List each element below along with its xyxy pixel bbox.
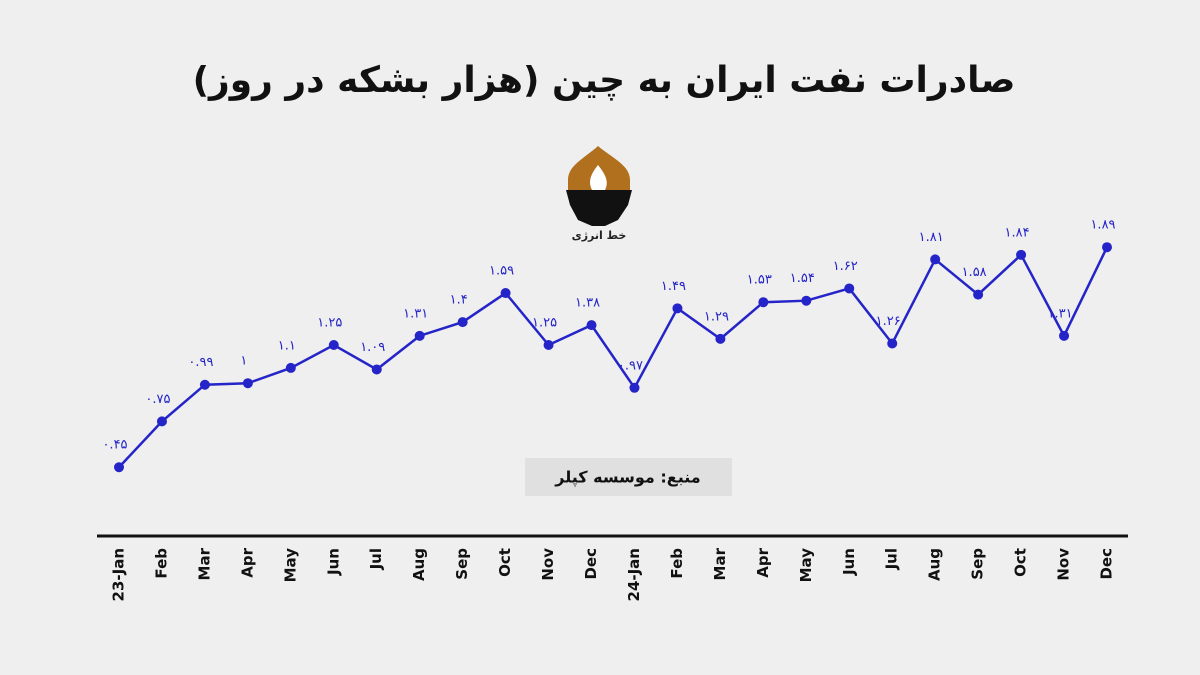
value-label: ۱.۳۱ — [1047, 306, 1072, 321]
value-label: ۱.۲۶ — [876, 314, 901, 329]
point — [586, 320, 597, 331]
value-label: ۱.۴ — [450, 293, 468, 308]
point — [371, 364, 382, 375]
value-label: ۱.۸۹ — [1090, 218, 1115, 233]
value-label: ۰.۹۹ — [188, 355, 213, 370]
point — [758, 297, 769, 308]
point — [457, 317, 468, 328]
value-label: ۱.۵۴ — [790, 271, 815, 286]
x-tick-label: Oct — [1012, 548, 1030, 577]
x-tick-label: Jul — [883, 548, 901, 570]
value-label: ۱.۶۲ — [833, 259, 858, 274]
logo-gear — [566, 190, 632, 226]
logo-text: خط انرژی — [572, 229, 627, 242]
value-label: ۰.۹۷ — [618, 358, 643, 373]
point — [715, 333, 726, 344]
value-label: ۱.۵۸ — [962, 265, 987, 280]
value-label: ۱ — [240, 354, 247, 369]
x-tick-label: Jun — [840, 548, 858, 576]
source-box — [525, 458, 732, 496]
x-tick-label: May — [281, 548, 299, 583]
point — [887, 338, 898, 349]
x-tick-label: Oct — [496, 548, 514, 577]
chart-title: صادرات نفت ایران به چین (هزار بشکه در رو… — [193, 60, 1016, 101]
x-tick-label: 23-Jan — [110, 548, 128, 601]
x-tick-label: Jul — [367, 548, 385, 570]
x-tick-label: Sep — [969, 548, 987, 580]
point — [801, 295, 812, 306]
value-label: ۱.۵۳ — [747, 273, 772, 288]
point — [844, 283, 855, 294]
value-label: ۱.۴۹ — [661, 279, 686, 294]
point — [242, 378, 253, 389]
x-tick-label: Sep — [453, 548, 471, 580]
value-label: ۱.۲۹ — [704, 309, 729, 324]
point — [543, 340, 554, 350]
value-label: ۱.۵۹ — [489, 264, 514, 279]
value-label: ۱.۸۱ — [919, 230, 944, 245]
x-tick-label: Apr — [754, 547, 772, 577]
x-tick-label: Nov — [539, 548, 557, 581]
point — [500, 288, 511, 299]
x-tick-label: Jun — [324, 548, 342, 576]
point — [328, 340, 339, 350]
source: منبع: موسسه کپلر — [554, 468, 700, 488]
value-label: ۱.۱ — [278, 338, 296, 353]
x-tick-label: Mar — [195, 547, 213, 580]
point — [1102, 242, 1112, 253]
logo: خط انرژی — [566, 146, 632, 242]
logo-fire — [590, 165, 607, 190]
x-tick-label: Feb — [152, 548, 170, 579]
x-tick-label: Mar — [711, 547, 729, 580]
point — [199, 379, 210, 390]
value-label: ۰.۴۵ — [102, 438, 127, 453]
point — [285, 362, 296, 373]
x-tick-label: 24-Jan — [625, 548, 643, 601]
value-label: ۱.۰۹ — [360, 340, 385, 355]
point — [114, 462, 124, 473]
value-label: ۱.۲۵ — [532, 316, 557, 331]
point — [156, 416, 167, 427]
x-tick-label: Aug — [926, 548, 944, 581]
point — [930, 254, 941, 265]
value-label: ۱.۲۵ — [317, 316, 342, 331]
point — [672, 303, 683, 314]
point — [973, 289, 984, 300]
x-tick-label: Apr — [238, 547, 256, 577]
x-tick-label: May — [797, 548, 815, 583]
x-tick-label: Aug — [410, 548, 428, 581]
value-label: ۱.۳۸ — [575, 296, 600, 311]
x-tick-label: Feb — [668, 548, 686, 579]
x-tick-label: Dec — [1098, 548, 1116, 580]
value-label: ۱.۸۴ — [1005, 225, 1030, 240]
value-label: ۱.۳۱ — [403, 306, 428, 321]
x-tick-label: Nov — [1055, 548, 1073, 581]
point — [414, 330, 425, 341]
point — [629, 382, 640, 393]
line — [118, 246, 1109, 469]
value-label: ۰.۷۵ — [145, 392, 170, 407]
point — [1016, 249, 1027, 260]
x-tick-label: Dec — [582, 548, 600, 580]
point — [1059, 330, 1070, 341]
